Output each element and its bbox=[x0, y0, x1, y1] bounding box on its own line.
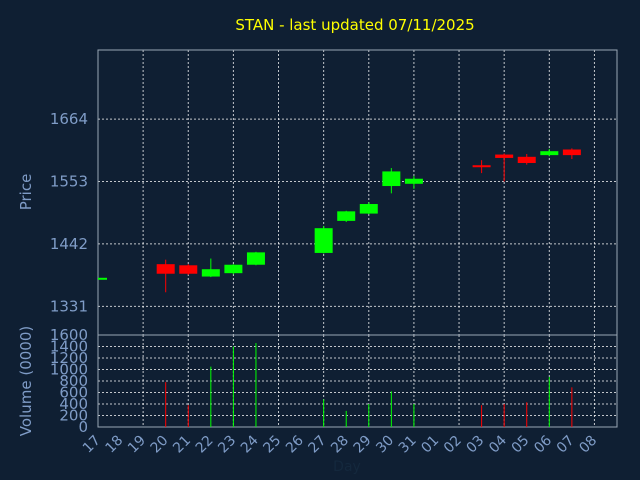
candle-body-23 bbox=[224, 264, 243, 274]
day-tick-label: 07 bbox=[554, 433, 578, 457]
candle-body-29 bbox=[359, 204, 378, 214]
x-axis-label: Day bbox=[333, 459, 361, 475]
price-tick-label: 1553 bbox=[50, 173, 88, 191]
day-tick-label: 22 bbox=[193, 433, 217, 457]
day-tick-label: 05 bbox=[509, 433, 533, 457]
candle-body-31 bbox=[404, 178, 423, 184]
chart-title: STAN - last updated 07/11/2025 bbox=[235, 16, 474, 34]
candle-body-30 bbox=[382, 171, 401, 187]
day-tick-label: 26 bbox=[283, 432, 307, 456]
volume-plot-frame bbox=[97, 334, 618, 428]
volume-tick-label: 600 bbox=[59, 384, 88, 402]
day-tick-label: 31 bbox=[396, 433, 420, 457]
day-tick-label: 30 bbox=[373, 433, 397, 457]
candle-body-24 bbox=[246, 252, 265, 265]
day-tick-label: 25 bbox=[260, 433, 284, 457]
volume-tick-label: 800 bbox=[59, 372, 88, 390]
day-tick-label: 21 bbox=[170, 433, 194, 457]
day-tick-label: 18 bbox=[102, 433, 126, 457]
day-tick-label: 29 bbox=[351, 433, 375, 457]
candle-body-07 bbox=[562, 149, 581, 156]
candle-body-03 bbox=[472, 165, 491, 168]
day-tick-label: 03 bbox=[464, 433, 488, 457]
day-tick-label: 24 bbox=[238, 432, 262, 456]
day-tick-label: 06 bbox=[531, 432, 555, 456]
volume-bars-layer bbox=[165, 343, 573, 427]
candle-body-28 bbox=[337, 211, 356, 221]
candle-body-06 bbox=[540, 151, 559, 156]
day-tick-label: 02 bbox=[441, 433, 465, 457]
volume-tick-label: 1000 bbox=[50, 361, 88, 379]
volume-tick-label: 1200 bbox=[50, 349, 88, 367]
volume-tick-label: 400 bbox=[59, 395, 88, 413]
candle-body-21 bbox=[179, 265, 198, 274]
candle-body-04 bbox=[495, 154, 514, 158]
day-tick-label: 17 bbox=[80, 433, 104, 457]
volume-tick-label: 0 bbox=[78, 418, 88, 436]
volume-tick-label: 200 bbox=[59, 407, 88, 425]
day-tick-label: 23 bbox=[215, 433, 239, 457]
price-tick-labels: 1331 1442 1553 1664 bbox=[50, 110, 88, 315]
volume-grid bbox=[98, 335, 617, 427]
volume-tick-label: 1600 bbox=[50, 326, 88, 344]
day-tick-label: 08 bbox=[576, 433, 600, 457]
volume-axis-label: Volume (0000) bbox=[17, 326, 35, 436]
price-axis-label: Price bbox=[17, 174, 35, 211]
volume-tick-label: 1400 bbox=[50, 338, 88, 356]
day-tick-label: 27 bbox=[306, 433, 330, 457]
day-tick-labels: 1718192021222324252627282930310102030405… bbox=[80, 432, 600, 456]
price-grid bbox=[98, 50, 617, 335]
day-tick-label: 04 bbox=[486, 432, 510, 456]
price-tick-label: 1442 bbox=[50, 235, 88, 253]
candles-layer bbox=[98, 148, 581, 293]
day-tick-label: 19 bbox=[125, 433, 149, 457]
candle-body-20 bbox=[156, 264, 175, 274]
price-tick-label: 1331 bbox=[50, 297, 88, 315]
candle-body-05 bbox=[517, 156, 536, 163]
day-tick-label: 20 bbox=[148, 433, 172, 457]
day-tick-label: 01 bbox=[418, 433, 442, 457]
price-tick-label: 1664 bbox=[50, 110, 88, 128]
day-tick-label: 28 bbox=[328, 433, 352, 457]
price-plot-frame bbox=[97, 49, 618, 336]
candle-body-22 bbox=[201, 269, 220, 277]
candle-body-27 bbox=[314, 228, 333, 253]
